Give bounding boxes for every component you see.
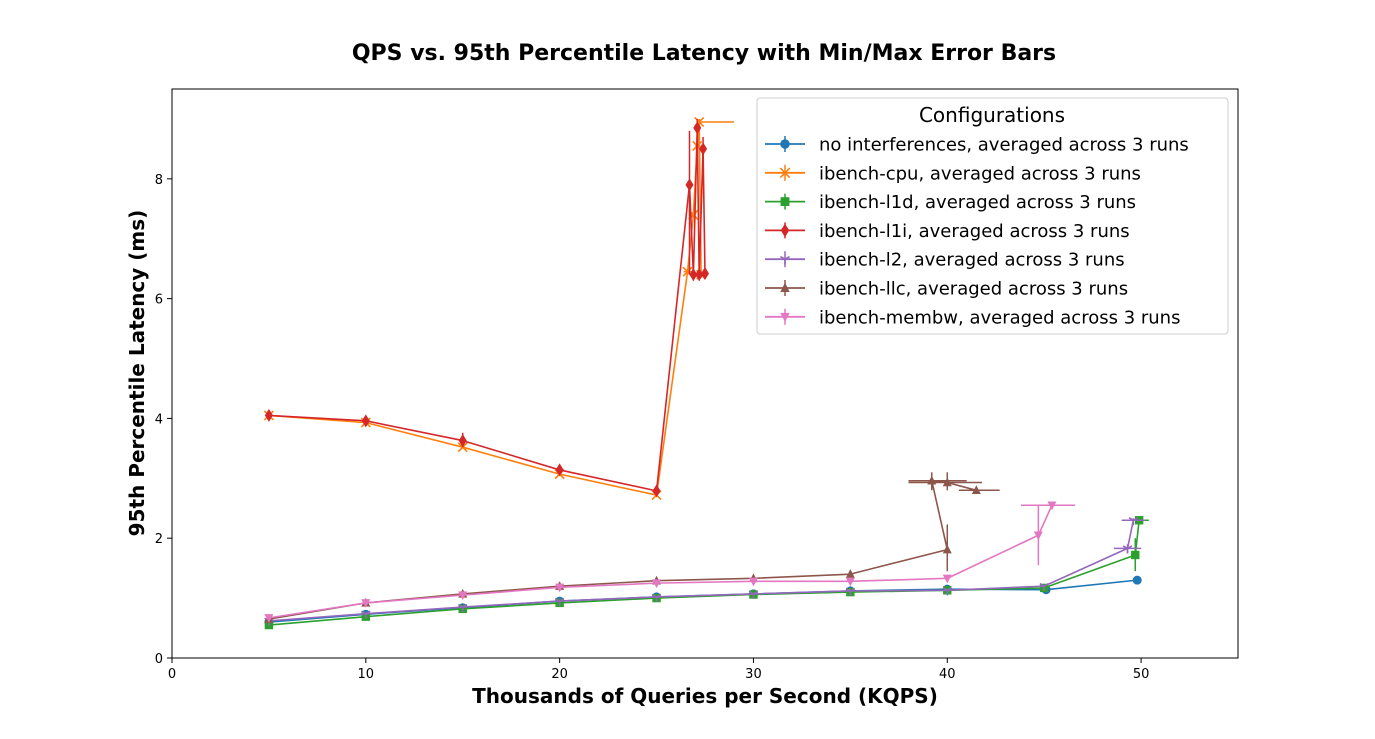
- series-line: [268, 127, 706, 492]
- data-point: [1131, 550, 1140, 560]
- data-point: [845, 569, 855, 578]
- data-point: [652, 484, 661, 498]
- data-point: [1122, 545, 1133, 554]
- series-line: [268, 520, 1140, 626]
- y-axis: 0 2 4 6 8: [155, 173, 172, 667]
- data-point: [1132, 575, 1142, 585]
- data-point: [780, 312, 790, 323]
- data-point: [652, 579, 662, 589]
- data-point: [699, 142, 708, 156]
- series-2: [263, 116, 735, 501]
- legend-label: ibench-membw, averaged across 3 runs: [819, 307, 1180, 328]
- data-point: [1128, 517, 1139, 526]
- y-tick-label: 4: [155, 412, 163, 427]
- legend-entry: ibench-cpu, averaged across 3 runs: [765, 163, 1141, 184]
- legend-entry: ibench-l1i, averaged across 3 runs: [765, 221, 1130, 242]
- data-point: [780, 197, 790, 207]
- data-point: [780, 282, 790, 292]
- legend-label: ibench-l2, averaged across 3 runs: [819, 250, 1125, 271]
- legend-title: Configurations: [919, 103, 1065, 127]
- data-point: [264, 614, 274, 623]
- data-point: [701, 266, 709, 280]
- data-point: [1039, 582, 1049, 592]
- data-point: [1047, 501, 1057, 511]
- data-point: [971, 485, 981, 495]
- series-line: [268, 520, 1135, 622]
- data-point: [780, 223, 790, 238]
- legend: Configurations no interferences, average…: [756, 97, 1229, 335]
- series-line: [268, 579, 1138, 623]
- x-tick-label: 40: [939, 667, 956, 682]
- legend-box: [756, 97, 1229, 335]
- data-point: [942, 587, 953, 596]
- data-point: [361, 414, 370, 428]
- y-tick-label: 2: [155, 532, 163, 547]
- legend-entry: ibench-l1d, averaged across 3 runs: [765, 192, 1136, 213]
- data-point: [685, 178, 694, 192]
- x-tick-label: 30: [745, 667, 762, 682]
- data-point: [555, 463, 564, 477]
- data-point: [361, 610, 371, 619]
- y-axis-label: 95th Percentile Latency (ms): [125, 210, 149, 537]
- legend-entry: ibench-llc, averaged across 3 runs: [765, 279, 1128, 300]
- series-4: [264, 118, 709, 498]
- series-5: [264, 517, 1145, 626]
- data-point: [942, 544, 952, 554]
- legend-label: ibench-llc, averaged across 3 runs: [819, 279, 1128, 300]
- axes-frame: [171, 88, 1239, 659]
- legend-label: ibench-l1i, averaged across 3 runs: [819, 221, 1130, 242]
- data-point: [942, 477, 952, 487]
- x-axis-label: Thousands of Queries per Second (KQPS): [472, 684, 938, 708]
- legend-label: ibench-cpu, averaged across 3 runs: [819, 163, 1141, 184]
- data-point: [695, 268, 704, 282]
- data-point: [689, 268, 698, 282]
- y-tick-label: 6: [155, 293, 163, 308]
- x-tick-label: 10: [358, 667, 375, 682]
- x-tick-label: 50: [1133, 667, 1150, 682]
- y-tick-label: 8: [155, 173, 163, 188]
- data-point: [942, 574, 952, 584]
- data-point: [748, 590, 759, 599]
- data-point: [845, 587, 856, 596]
- data-point: [457, 603, 468, 613]
- plot-area: [263, 116, 1149, 630]
- data-point: [1033, 531, 1043, 541]
- data-point: [458, 434, 467, 448]
- series-line: [268, 121, 702, 496]
- legend-label: no interferences, averaged across 3 runs: [819, 135, 1189, 156]
- chart-title: QPS vs. 95th Percentile Latency with Min…: [352, 41, 1056, 66]
- legend-entry: no interferences, averaged across 3 runs: [765, 135, 1189, 156]
- x-tick-label: 0: [168, 667, 176, 682]
- data-point: [748, 577, 758, 587]
- data-point: [554, 597, 565, 607]
- y-tick-label: 0: [155, 652, 163, 667]
- legend-entries: no interferences, averaged across 3 runs…: [765, 135, 1189, 328]
- data-point: [780, 255, 790, 265]
- data-point: [555, 583, 565, 593]
- series-7: [264, 501, 1076, 623]
- data-point: [779, 167, 791, 179]
- series-line: [268, 504, 1053, 619]
- data-point: [845, 577, 855, 587]
- data-point: [457, 442, 468, 453]
- data-point: [651, 593, 662, 602]
- data-point: [693, 121, 702, 135]
- legend-entry: ibench-membw, averaged across 3 runs: [765, 307, 1180, 328]
- data-point: [361, 599, 371, 608]
- series-6: [264, 472, 1000, 623]
- legend-entry: ibench-l2, averaged across 3 runs: [765, 250, 1125, 271]
- data-point: [264, 408, 273, 422]
- x-tick-label: 20: [551, 667, 568, 682]
- data-point: [780, 139, 790, 149]
- legend-label: ibench-l1d, averaged across 3 runs: [819, 192, 1136, 213]
- x-axis: 0 10 20 30 40 50: [168, 658, 1150, 682]
- data-point: [458, 591, 468, 601]
